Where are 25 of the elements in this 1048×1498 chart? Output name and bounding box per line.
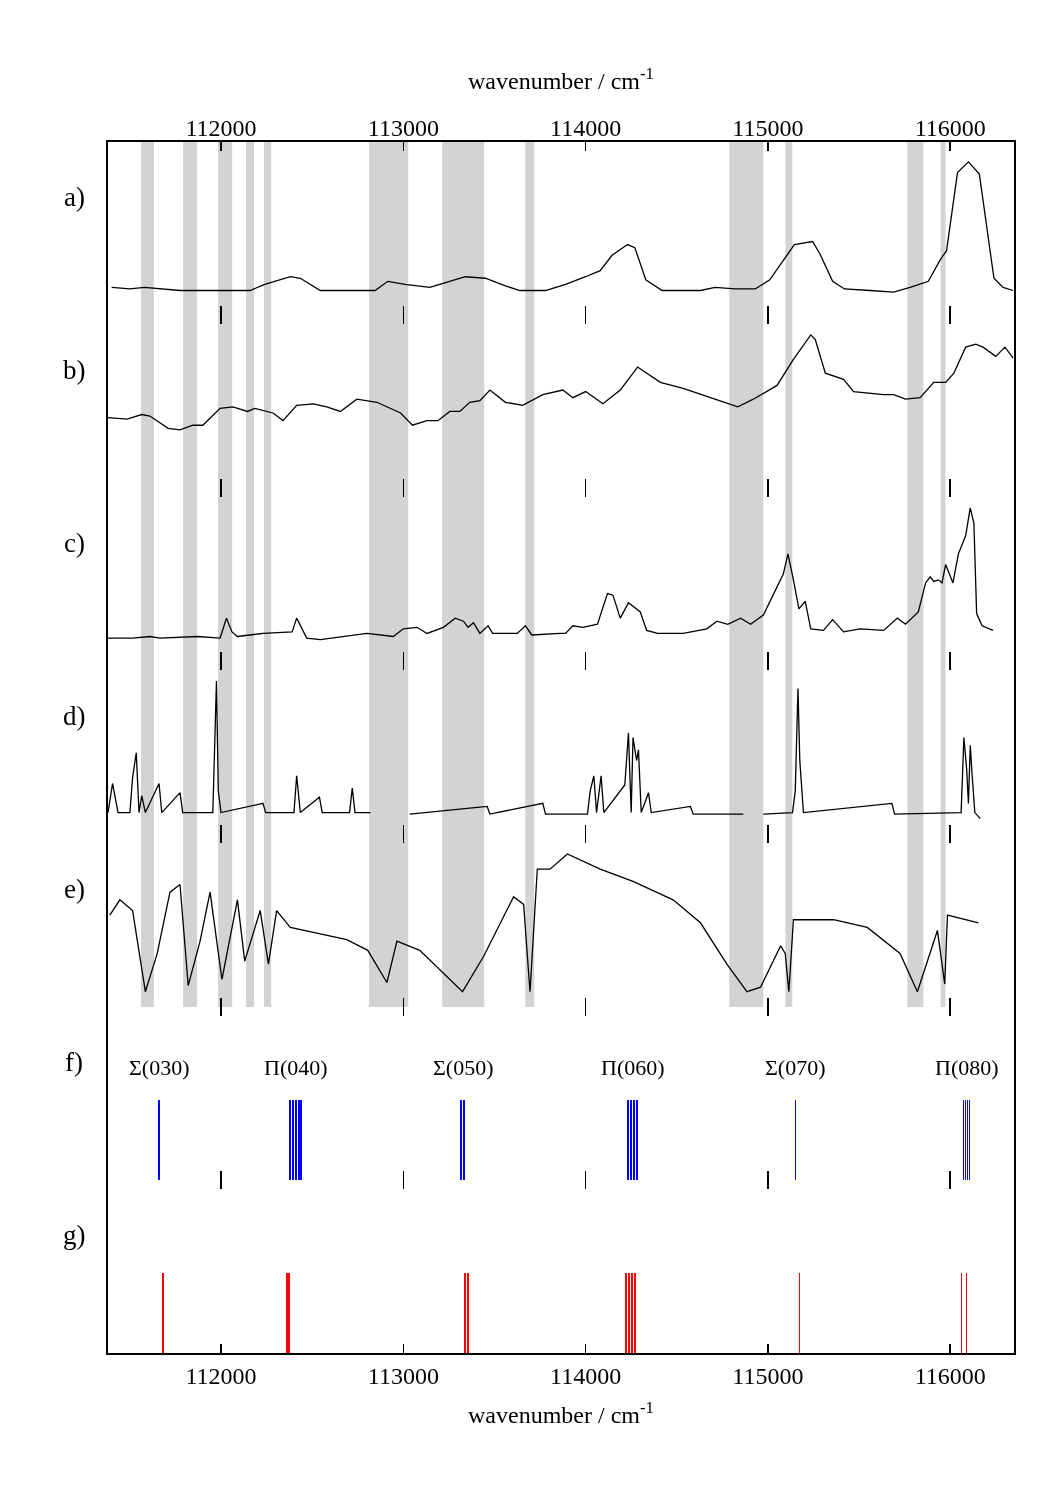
x-tick-label: 112000: [185, 1362, 257, 1389]
text: Σ(030): [129, 1055, 190, 1080]
text: c): [64, 528, 85, 558]
x2-axis-title: wavenumber / cm$^{-1}$: [468, 64, 654, 95]
text: Π(060): [601, 1055, 665, 1080]
text: b): [63, 355, 86, 385]
text: Π(080): [935, 1055, 999, 1080]
x2-tick-label: 115000: [732, 115, 804, 142]
x-axis-title: wavenumber / cm$^{-1}$: [468, 1397, 654, 1428]
text: Σ(050): [433, 1055, 494, 1080]
text: Π(040): [264, 1055, 328, 1080]
x2-tick-label: 113000: [367, 115, 439, 142]
text: d): [63, 701, 86, 731]
x2-tick-label: 112000: [185, 115, 257, 142]
chart-title: g): [63, 1220, 86, 1250]
x2-tick-label: 116000: [914, 115, 986, 142]
text: e): [64, 874, 85, 904]
x-tick-label: 114000: [550, 1362, 622, 1389]
x-tick-label: 115000: [732, 1362, 804, 1389]
x-tick-label: 113000: [367, 1362, 439, 1389]
x-tick-label: 116000: [914, 1362, 986, 1389]
text: Σ(070): [765, 1055, 826, 1080]
text: a): [64, 182, 85, 212]
x2-tick-label: 114000: [550, 115, 622, 142]
chart-title: f): [65, 1047, 83, 1077]
